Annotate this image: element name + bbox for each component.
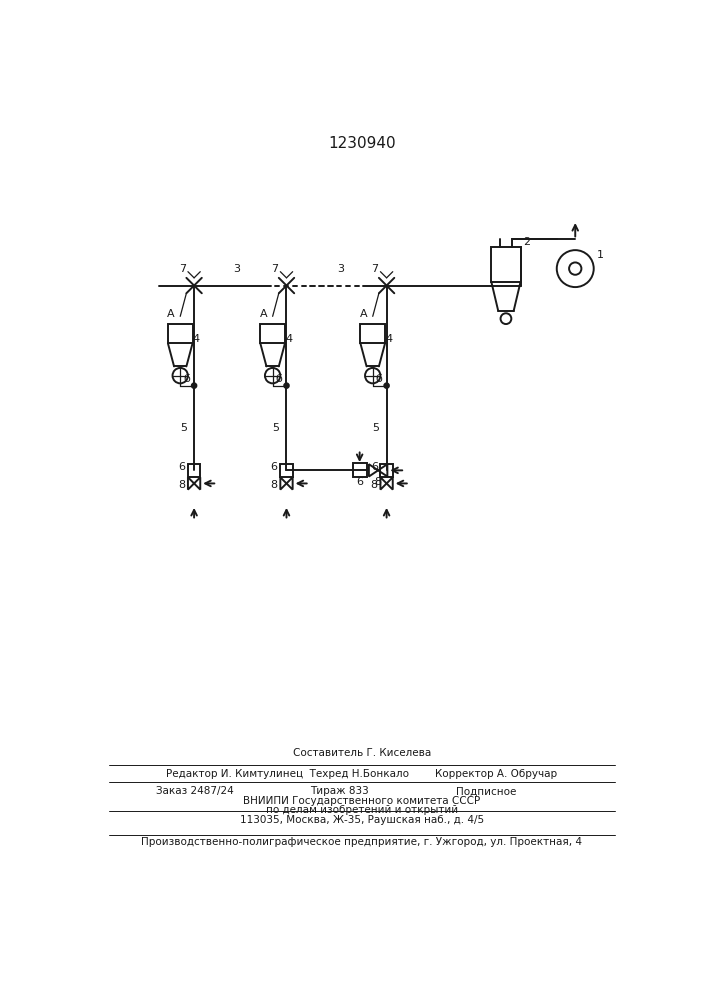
Text: 8: 8 (271, 480, 278, 490)
Text: ВНИИПИ Государственного комитета СССР: ВНИИПИ Государственного комитета СССР (243, 796, 481, 806)
Circle shape (385, 383, 389, 388)
Text: A: A (360, 309, 368, 319)
Text: 1: 1 (597, 250, 603, 260)
Text: б: б (275, 374, 282, 384)
Text: 7: 7 (179, 264, 186, 274)
Text: Производственно-полиграфическое предприятие, г. Ужгород, ул. Проектная, 4: Производственно-полиграфическое предприя… (141, 837, 583, 847)
Text: Редактор И. Кимтулинец  Техред Н.Бонкало        Корректор А. Обручар: Редактор И. Кимтулинец Техред Н.Бонкало … (166, 769, 558, 779)
Text: 2: 2 (523, 237, 530, 247)
Text: 8: 8 (178, 480, 185, 490)
Text: A: A (259, 309, 267, 319)
Text: 6: 6 (271, 462, 278, 472)
Bar (354, 463, 368, 477)
Circle shape (557, 250, 594, 287)
Circle shape (284, 383, 288, 388)
Text: 4: 4 (193, 334, 200, 344)
Text: 3: 3 (233, 264, 240, 274)
Text: б: б (183, 374, 190, 384)
Text: б: б (375, 374, 382, 384)
Text: 8: 8 (370, 480, 378, 490)
Bar (380, 464, 393, 477)
Text: 7: 7 (371, 264, 379, 274)
Bar (491, 247, 520, 282)
Text: 5: 5 (180, 423, 187, 433)
Text: 5: 5 (272, 423, 279, 433)
Text: 1230940: 1230940 (328, 136, 396, 151)
Bar (260, 324, 285, 343)
Circle shape (365, 368, 380, 383)
Text: 6: 6 (178, 462, 185, 472)
Text: 3: 3 (337, 264, 344, 274)
Bar (188, 464, 200, 477)
Bar (168, 324, 192, 343)
Circle shape (173, 368, 188, 383)
Text: 5: 5 (373, 423, 380, 433)
Circle shape (192, 383, 197, 388)
Text: Тираж 833: Тираж 833 (310, 786, 368, 796)
Bar (281, 464, 293, 477)
Text: 6: 6 (356, 477, 363, 487)
Text: 4: 4 (285, 334, 293, 344)
Text: Заказ 2487/24: Заказ 2487/24 (156, 786, 233, 796)
Text: 8: 8 (375, 477, 382, 487)
Text: 6: 6 (370, 462, 378, 472)
Circle shape (265, 368, 281, 383)
Circle shape (569, 262, 581, 275)
Text: 7: 7 (271, 264, 279, 274)
Text: по делам изобретений и открытий: по делам изобретений и открытий (266, 805, 458, 815)
Text: Подписное: Подписное (456, 786, 516, 796)
Text: 4: 4 (385, 334, 392, 344)
Circle shape (501, 313, 511, 324)
Text: A: A (167, 309, 175, 319)
Bar (361, 324, 385, 343)
Text: 113035, Москва, Ж-35, Раушская наб., д. 4/5: 113035, Москва, Ж-35, Раушская наб., д. … (240, 815, 484, 825)
Text: Составитель Г. Киселева: Составитель Г. Киселева (293, 748, 431, 758)
